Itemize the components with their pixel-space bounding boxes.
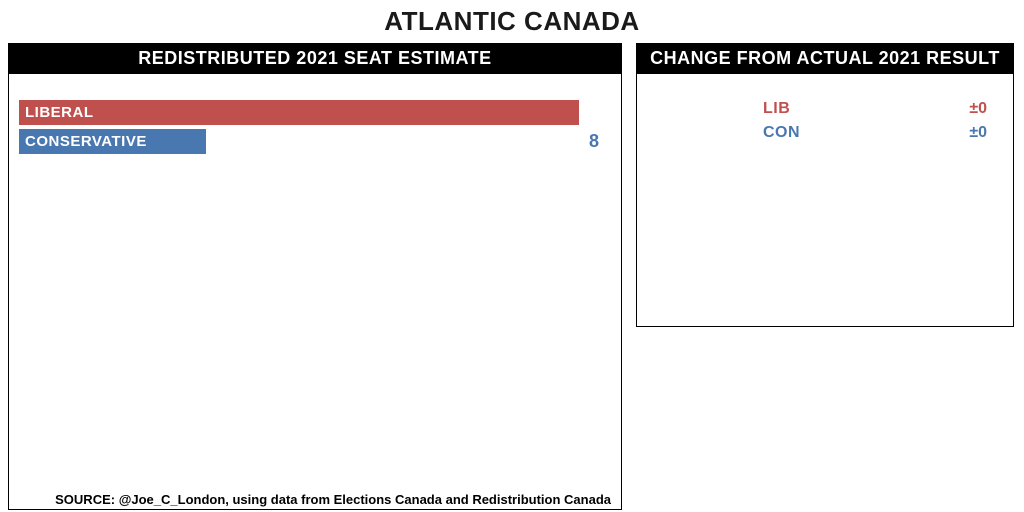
seat-estimate-header: REDISTRIBUTED 2021 SEAT ESTIMATE bbox=[9, 44, 621, 74]
bar: CONSERVATIVE bbox=[19, 129, 206, 154]
change-value: ±0 bbox=[969, 100, 987, 118]
change-abbr: LIB bbox=[763, 100, 790, 118]
seat-estimate-panel: REDISTRIBUTED 2021 SEAT ESTIMATE LIBERAL… bbox=[8, 43, 622, 510]
change-abbr: CON bbox=[763, 124, 800, 142]
seat-estimate-body: LIBERAL 24 CONSERVATIVE 8 SOURCE: @Joe_C_Lon… bbox=[9, 74, 621, 509]
main-title: ATLANTIC CANADA bbox=[8, 6, 1016, 37]
change-value: ±0 bbox=[969, 124, 987, 142]
change-header: CHANGE FROM ACTUAL 2021 RESULT bbox=[637, 44, 1013, 74]
bar-row: LIBERAL 24 bbox=[19, 100, 611, 125]
bar-label: CONSERVATIVE bbox=[19, 133, 147, 150]
chart-container: ATLANTIC CANADA REDISTRIBUTED 2021 SEAT … bbox=[0, 0, 1024, 512]
change-body: LIB ±0 CON ±0 bbox=[637, 74, 1013, 326]
source-text: SOURCE: @Joe_C_London, using data from E… bbox=[55, 492, 611, 507]
panels-row: REDISTRIBUTED 2021 SEAT ESTIMATE LIBERAL… bbox=[8, 43, 1016, 510]
change-row: CON ±0 bbox=[647, 124, 1003, 142]
bar-row: CONSERVATIVE 8 bbox=[19, 129, 611, 154]
bar-label: LIBERAL bbox=[19, 104, 94, 121]
change-panel: CHANGE FROM ACTUAL 2021 RESULT LIB ±0 CON ±… bbox=[636, 43, 1014, 327]
bar-value: 24 bbox=[579, 100, 599, 125]
bar: LIBERAL bbox=[19, 100, 579, 125]
bar-value: 8 bbox=[589, 129, 599, 154]
change-row: LIB ±0 bbox=[647, 100, 1003, 118]
